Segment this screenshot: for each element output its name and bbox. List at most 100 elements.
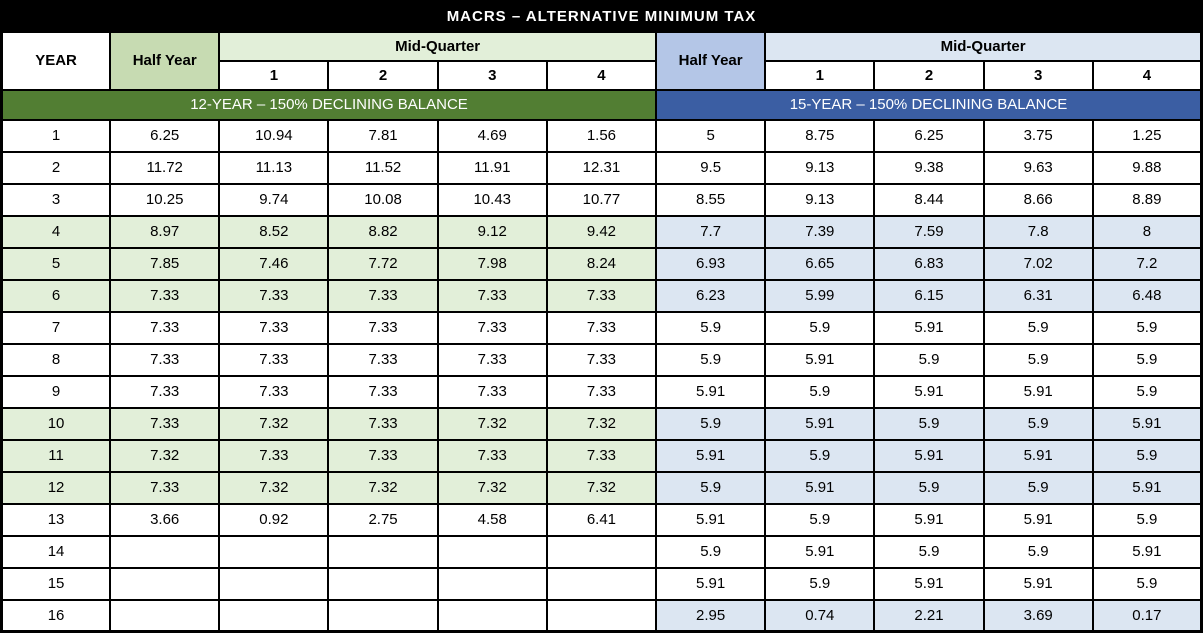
table-row: 9 7.33 7.33 7.33 7.33 7.33 5.91 5.9 5.91 5.91 5.9 xyxy=(0,374,1203,409)
data-cell-15yr: 5.9 xyxy=(655,310,767,345)
year-cell: 13 xyxy=(0,502,112,537)
data-cell-15yr: 8.75 xyxy=(764,118,876,153)
data-cell-15yr: 5.9 xyxy=(1091,310,1203,345)
data-cell-12yr: 11.52 xyxy=(327,150,439,185)
data-cell-15yr: 3.75 xyxy=(982,118,1094,153)
data-cell-15yr: 5.9 xyxy=(655,534,767,569)
data-cell-12yr: 7.33 xyxy=(436,374,548,409)
data-cell-15yr: 5.9 xyxy=(655,342,767,377)
table-row: 15 5.91 5.9 5.91 5.91 5.9 xyxy=(0,566,1203,601)
data-cell-15yr: 7.8 xyxy=(982,214,1094,249)
data-cell-15yr: 7.7 xyxy=(655,214,767,249)
data-cell-12yr: 7.33 xyxy=(218,374,330,409)
data-cell-12yr: 1.56 xyxy=(545,118,658,153)
year-cell: 9 xyxy=(0,374,112,409)
data-cell-15yr: 5.91 xyxy=(873,374,985,409)
header-row-1: YEAR Half Year Mid-Quarter Half Year Mid… xyxy=(0,30,1203,91)
data-cell-12yr: 9.74 xyxy=(218,182,330,217)
data-cell-15yr: 8.44 xyxy=(873,182,985,217)
data-cell-12yr: 6.41 xyxy=(545,502,658,537)
data-cell-12yr: 0.92 xyxy=(218,502,330,537)
data-cell-12yr xyxy=(327,598,439,633)
data-cell-12yr: 7.33 xyxy=(218,310,330,345)
data-cell-15yr: 8.55 xyxy=(655,182,767,217)
data-cell-12yr: 7.33 xyxy=(436,342,548,377)
data-cell-15yr: 5.9 xyxy=(1091,438,1203,473)
data-cell-15yr: 5.91 xyxy=(873,310,985,345)
data-cell-12yr xyxy=(327,534,439,569)
quarter-header-left-1: 1 xyxy=(218,59,330,91)
data-cell-15yr: 5.9 xyxy=(764,374,876,409)
data-cell-12yr: 10.94 xyxy=(218,118,330,153)
data-cell-12yr: 7.33 xyxy=(436,438,548,473)
data-cell-15yr: 5.91 xyxy=(982,566,1094,601)
data-cell-12yr: 7.98 xyxy=(436,246,548,281)
data-cell-15yr: 5.91 xyxy=(1091,406,1203,441)
data-cell-15yr: 6.48 xyxy=(1091,278,1203,313)
data-cell-12yr xyxy=(545,534,658,569)
data-cell-12yr: 7.32 xyxy=(436,406,548,441)
data-cell-15yr: 6.93 xyxy=(655,246,767,281)
year-cell: 6 xyxy=(0,278,112,313)
data-cell-12yr: 10.08 xyxy=(327,182,439,217)
year-cell: 14 xyxy=(0,534,112,569)
year-cell: 16 xyxy=(0,598,112,633)
data-cell-15yr: 5.91 xyxy=(764,406,876,441)
data-cell-15yr: 9.88 xyxy=(1091,150,1203,185)
year-cell: 12 xyxy=(0,470,112,505)
data-cell-15yr: 5.9 xyxy=(873,406,985,441)
data-cell-15yr: 5.91 xyxy=(764,342,876,377)
data-cell-15yr: 5.9 xyxy=(764,566,876,601)
data-cell-15yr: 7.2 xyxy=(1091,246,1203,281)
quarter-header-left-3: 3 xyxy=(436,59,548,91)
data-cell-12yr: 7.33 xyxy=(109,342,221,377)
page-title: MACRS – ALTERNATIVE MINIMUM TAX xyxy=(0,0,1203,33)
data-cell-15yr: 5.91 xyxy=(982,502,1094,537)
data-cell-12yr: 10.77 xyxy=(545,182,658,217)
table-head: MACRS – ALTERNATIVE MINIMUM TAX YEAR Hal… xyxy=(0,0,1203,121)
data-cell-12yr: 7.33 xyxy=(109,310,221,345)
quarter-header-right-2: 2 xyxy=(873,59,985,91)
year-cell: 15 xyxy=(0,566,112,601)
data-cell-15yr: 2.95 xyxy=(655,598,767,633)
data-cell-12yr: 7.33 xyxy=(327,342,439,377)
data-cell-12yr: 7.32 xyxy=(545,406,658,441)
data-cell-15yr: 5 xyxy=(655,118,767,153)
data-cell-12yr: 12.31 xyxy=(545,150,658,185)
section-header-row: 12-YEAR – 150% DECLINING BALANCE 15-YEAR… xyxy=(0,88,1203,121)
data-cell-15yr: 2.21 xyxy=(873,598,985,633)
data-cell-15yr: 6.25 xyxy=(873,118,985,153)
year-cell: 3 xyxy=(0,182,112,217)
data-cell-12yr: 11.72 xyxy=(109,150,221,185)
data-cell-12yr xyxy=(436,534,548,569)
quarter-header-right-1: 1 xyxy=(764,59,876,91)
data-cell-15yr: 5.91 xyxy=(982,374,1094,409)
data-cell-12yr: 10.25 xyxy=(109,182,221,217)
year-cell: 5 xyxy=(0,246,112,281)
data-cell-15yr: 5.91 xyxy=(1091,534,1203,569)
data-cell-12yr: 8.24 xyxy=(545,246,658,281)
data-cell-15yr: 9.13 xyxy=(764,182,876,217)
data-cell-15yr: 5.91 xyxy=(982,438,1094,473)
data-cell-12yr: 11.13 xyxy=(218,150,330,185)
data-cell-15yr: 9.13 xyxy=(764,150,876,185)
data-cell-15yr: 5.91 xyxy=(655,502,767,537)
data-cell-12yr xyxy=(545,598,658,633)
table-row: 3 10.25 9.74 10.08 10.43 10.77 8.55 9.13 8.44 8.6… xyxy=(0,182,1203,217)
data-cell-12yr: 7.33 xyxy=(109,374,221,409)
data-cell-12yr: 7.32 xyxy=(327,470,439,505)
data-cell-15yr: 5.9 xyxy=(1091,502,1203,537)
data-cell-12yr: 9.12 xyxy=(436,214,548,249)
data-cell-15yr: 8.66 xyxy=(982,182,1094,217)
data-cell-15yr: 6.31 xyxy=(982,278,1094,313)
data-cell-12yr: 4.58 xyxy=(436,502,548,537)
data-cell-15yr: 5.91 xyxy=(655,566,767,601)
data-cell-15yr: 0.74 xyxy=(764,598,876,633)
data-cell-15yr: 0.17 xyxy=(1091,598,1203,633)
data-cell-15yr: 5.91 xyxy=(655,438,767,473)
data-cell-12yr: 7.33 xyxy=(545,310,658,345)
data-cell-15yr: 1.25 xyxy=(1091,118,1203,153)
data-cell-12yr: 10.43 xyxy=(436,182,548,217)
table-row: 14 5.9 5.91 5.9 5.9 5.91 xyxy=(0,534,1203,569)
